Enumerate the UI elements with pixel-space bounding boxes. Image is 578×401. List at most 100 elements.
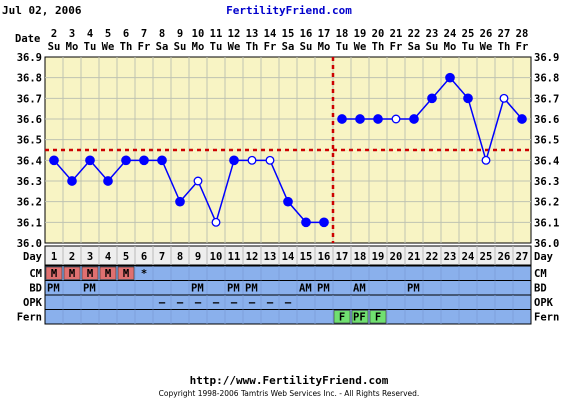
observation-cell-value: PM [407,283,420,295]
weekday-label: Su [426,41,439,53]
day-label: 21 [408,251,421,263]
date-label: 24 [444,28,457,40]
temperature-point-open [391,114,401,124]
observation-row-label-right: Fern [534,312,559,324]
date-label: 28 [516,28,529,40]
temperature-point [427,93,437,104]
observation-row-label-right: BD [534,283,547,295]
day-label: 15 [300,251,313,263]
temperature-point [355,114,365,124]
date-label: 20 [372,28,385,40]
observation-row-label: OPK [23,297,43,309]
day-label: 25 [480,251,493,263]
header-date: Jul 02, 2006 [2,4,82,17]
day-row [44,245,532,266]
day-label: 18 [354,251,367,263]
y-tick-label-left: 36.6 [17,114,42,126]
date-label: 23 [426,28,439,40]
observation-cell-value: PM [191,283,204,295]
date-label: 21 [390,28,403,40]
weekday-label: Tu [84,41,97,53]
y-tick-label-left: 36.3 [17,176,42,188]
observation-cell-value: – [213,297,220,309]
day-label: 16 [318,251,331,263]
temperature-point [373,114,383,124]
date-label: 8 [159,28,165,40]
observation-cell-highlight [333,310,351,324]
footer-url[interactable]: http://www.FertilityFriend.com [189,374,389,387]
date-label: 6 [123,28,129,40]
observation-cell-highlight [63,266,81,280]
observation-cell-value: – [249,297,256,309]
temperature-point [517,114,527,124]
observation-row-label: CM [29,268,42,280]
temperature-point [409,114,419,124]
temperature-point [121,155,131,166]
day-label: 13 [264,251,277,263]
day-label: 22 [426,251,439,263]
weekday-label: Mo [318,41,331,53]
temperature-point [463,93,473,104]
date-label: 5 [105,28,111,40]
date-label: 16 [300,28,313,40]
weekday-label: We [354,41,367,53]
day-label: 27 [516,251,529,263]
weekday-label: Fr [138,41,151,53]
weekday-label: Fr [516,41,529,53]
weekday-label: We [102,41,115,53]
observation-cell-highlight [369,310,387,324]
temperature-point [85,155,95,166]
date-label: 11 [210,28,223,40]
day-label: 26 [498,251,511,263]
observation-cell-highlight [81,266,99,280]
observation-cell-value: * [141,268,147,280]
y-tick-label-left: 36.7 [17,93,42,105]
y-tick-label-right: 36.5 [534,135,559,147]
day-label: 20 [390,251,403,263]
day-label: 5 [123,251,129,263]
day-label: 2 [69,251,75,263]
observation-cell-value: – [267,297,274,309]
temperature-line [53,159,324,225]
day-label: 17 [336,251,349,263]
y-tick-label-left: 36.8 [17,73,42,85]
observation-cell-value: – [159,297,166,309]
observation-cell-highlight [117,266,135,280]
y-tick-label-right: 36.0 [534,238,559,250]
header-site-name: FertilityFriend.com [226,4,352,17]
date-label: 26 [480,28,493,40]
observation-cell-highlight [351,310,369,324]
temperature-point-open [265,155,275,165]
temperature-point-open [499,93,509,103]
weekday-label: Tu [210,41,223,53]
observation-cell-value: – [177,297,184,309]
temperature-point [139,155,149,166]
y-tick-label-left: 36.0 [17,238,42,250]
date-label: 4 [87,28,93,40]
weekday-label: Fr [264,41,277,53]
day-label: 10 [210,251,223,263]
weekday-label: Tu [336,41,349,53]
temperature-point [301,217,311,228]
temperature-point-open [211,217,221,227]
observation-cell-value: M [87,268,93,280]
observation-cell-value: PM [83,283,96,295]
y-tick-label-right: 36.7 [534,93,559,105]
date-label: 3 [69,28,75,40]
weekday-label: Su [174,41,187,53]
weekday-label: Mo [192,41,205,53]
y-tick-label-right: 36.9 [534,52,559,64]
observation-cell-value: M [51,268,57,280]
temperature-point-open [247,155,257,165]
temperature-point [337,114,347,124]
y-tick-label-left: 36.4 [17,155,42,167]
day-label: 3 [87,251,93,263]
observation-row-label: BD [29,283,42,295]
weekday-label: Fr [390,41,403,53]
observation-row-label: Fern [17,312,42,324]
temperature-point [157,155,167,166]
temperature-point [103,176,113,186]
temperature-point [445,72,455,83]
date-label: 9 [177,28,183,40]
y-tick-label-left: 36.5 [17,135,42,147]
